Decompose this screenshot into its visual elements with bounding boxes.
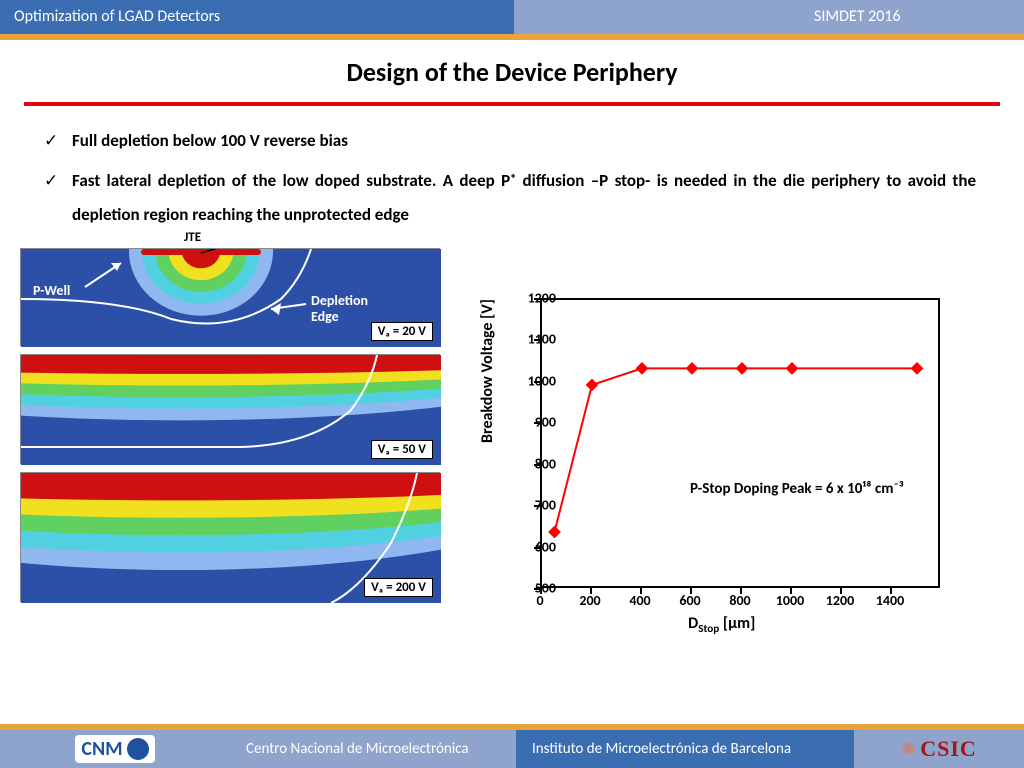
title-area: Design of the Device Periphery bbox=[0, 40, 1024, 96]
bullet-1: Full depletion below 100 V reverse bias bbox=[72, 124, 976, 158]
footer-bar: CNM Centro Nacional de Microelectrónica … bbox=[0, 730, 1024, 768]
logo-cnm-box: CNM bbox=[0, 730, 230, 768]
logo-csic-box: ✺ CSIC bbox=[854, 730, 1024, 768]
plot-area bbox=[540, 298, 940, 588]
header-right: SIMDET 2016 bbox=[514, 0, 1024, 34]
jte-label: JTE bbox=[184, 230, 201, 245]
sim-panel-50v: Vₐ = 50 V bbox=[20, 354, 440, 464]
sun-icon: ✺ bbox=[901, 738, 916, 760]
content-row: JTE P-WellDepletionEdgeVₐ = 20 V Vₐ = 50… bbox=[0, 248, 1024, 638]
header-left: Optimization of LGAD Detectors bbox=[0, 0, 514, 34]
breakdown-chart: Breakdow Voltage [V] DStop [μm] 50060070… bbox=[470, 278, 960, 638]
y-axis-label: Breakdow Voltage [V] bbox=[478, 299, 497, 443]
bullet-2: Fast lateral depletion of the low doped … bbox=[72, 164, 976, 232]
sim-panel-20v: P-Well DepletionEdge Vₐ = 20 V bbox=[20, 248, 440, 346]
bullet-list: Full depletion below 100 V reverse bias … bbox=[0, 106, 1024, 248]
logo-csic: CSIC bbox=[920, 736, 977, 762]
chart-column: Breakdow Voltage [V] DStop [μm] 50060070… bbox=[470, 248, 960, 638]
svg-text:P-Well: P-Well bbox=[33, 282, 70, 299]
sim-panel-200v: Vₐ = 200 V bbox=[20, 472, 440, 602]
voltage-label: Vₐ = 20 V bbox=[371, 322, 433, 341]
x-axis-label: DStop [μm] bbox=[688, 614, 755, 636]
voltage-label: Vₐ = 200 V bbox=[364, 578, 433, 597]
chart-annotation: P-Stop Doping Peak = 6 x 10¹⁸ cm⁻³ bbox=[690, 480, 904, 498]
logo-cnm: CNM bbox=[75, 735, 154, 763]
footer-text-left: Centro Nacional de Microelectrónica bbox=[230, 730, 516, 768]
footer-text-right: Instituto de Microelectrónica de Barcelo… bbox=[516, 730, 854, 768]
logo-dot-icon bbox=[127, 738, 149, 760]
slide-title: Design of the Device Periphery bbox=[0, 56, 1024, 88]
simulation-column: JTE P-WellDepletionEdgeVₐ = 20 V Vₐ = 50… bbox=[20, 248, 440, 638]
svg-text:Edge: Edge bbox=[311, 308, 339, 325]
header-bar: Optimization of LGAD Detectors SIMDET 20… bbox=[0, 0, 1024, 34]
svg-text:Depletion: Depletion bbox=[311, 292, 368, 309]
footer: CNM Centro Nacional de Microelectrónica … bbox=[0, 724, 1024, 768]
voltage-label: Vₐ = 50 V bbox=[371, 440, 433, 459]
